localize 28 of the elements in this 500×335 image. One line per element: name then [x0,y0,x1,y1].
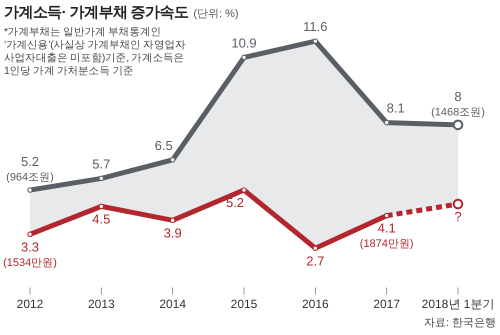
data-label: 4.5 [92,211,110,226]
annotation: (1534만원) [3,256,57,269]
data-label: 2.7 [306,253,324,268]
data-label: 8 [454,88,462,104]
annotation: (1468조원) [431,106,485,118]
data-label: 6.5 [154,138,173,153]
chart-subtitle: (단위: %) [193,8,239,20]
data-label: 10.9 [231,36,257,51]
data-label: 3.9 [164,225,182,240]
x-tick-label: 2015 [230,297,258,312]
x-tick-label: 2018년 1분기 [422,297,494,312]
x-tick-label: 2012 [16,297,44,312]
data-label: 5.2 [20,154,40,170]
chart-title: 가계소득· 가계부채 증가속도 [4,4,188,21]
data-label: 8.1 [386,100,405,116]
x-tick-label: 2014 [159,297,186,312]
annotation: (964조원) [6,172,54,184]
data-label: ? [454,209,462,224]
data-label: 5.7 [92,156,110,172]
x-tick-label: 2016 [302,297,330,312]
annotation: *가계부채는 일반가계 부채통계인 ‘가계신용’(사실상 가계부채인 자영업자 사업자대출은 미포함)기준, 가계소득은 1인당 가계 가처분소득 기준 [4,26,187,78]
text: 자료: 한국은행 [424,316,496,330]
x-tick-label: 2013 [88,297,116,312]
x-tick-label: 2017 [373,297,400,312]
data-label: 4.1 [378,220,396,236]
data-label: 11.6 [303,19,328,34]
data-label: 3.3 [20,239,40,254]
annotation: (1874만원) [360,238,414,250]
